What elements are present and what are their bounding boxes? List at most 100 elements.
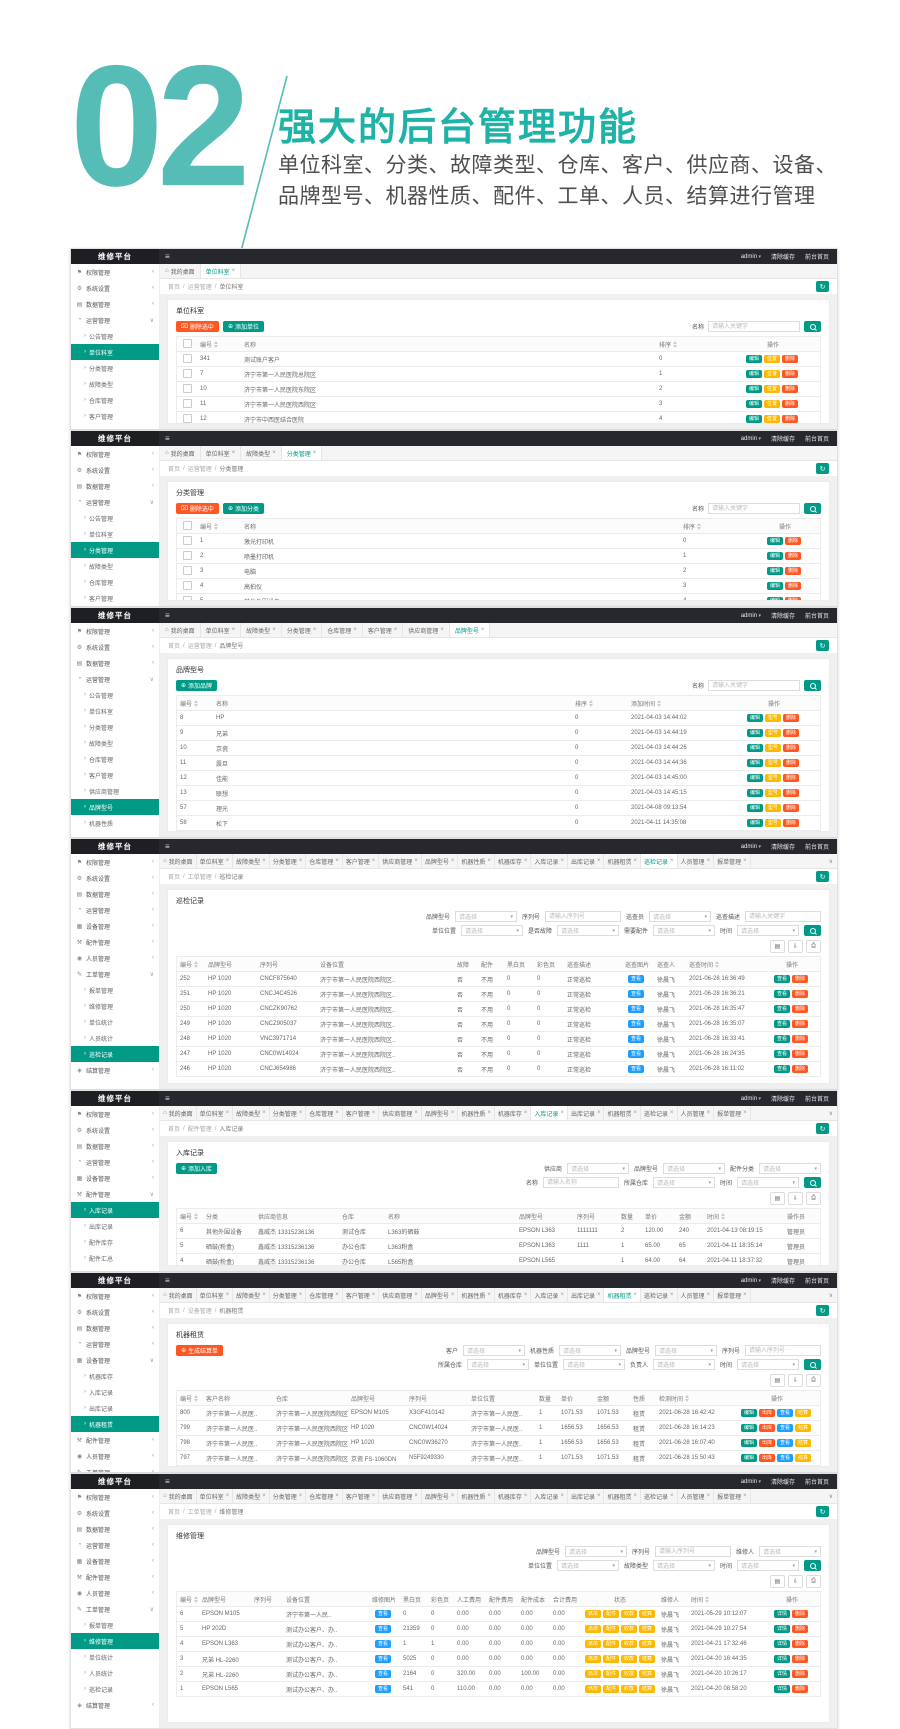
model-button[interactable]: 型号 [764, 819, 781, 827]
refresh-button[interactable]: ↻ [816, 1305, 829, 1316]
edit-button[interactable]: 编辑 [746, 804, 763, 812]
dispatch-button[interactable]: 派单 [585, 1685, 602, 1693]
clear-cache-link[interactable]: 清除缓存 [770, 1480, 795, 1486]
tab-close-icon[interactable]: × [450, 1110, 455, 1116]
tab[interactable]: 机器性质 × [458, 1106, 495, 1120]
tab[interactable]: 单位科室 × [197, 1288, 234, 1302]
row-checkbox[interactable] [182, 565, 192, 575]
edit-button[interactable]: 编辑 [740, 1454, 757, 1462]
select-all-checkbox[interactable] [182, 520, 192, 530]
dispatch-button[interactable]: 派单 [585, 1610, 602, 1618]
edit-button[interactable]: 编辑 [746, 789, 763, 797]
refresh-button[interactable]: ↻ [816, 1506, 829, 1517]
sort-icon[interactable] [194, 1596, 199, 1604]
tab[interactable]: 仓库管理 × [306, 854, 343, 868]
sidebar-item[interactable]: ⚑ 权限管理 ‹ [76, 1494, 154, 1502]
sidebar-item[interactable]: ◔ 运营管理 ‹ [77, 1341, 154, 1349]
breadcrumb-item[interactable]: 工单管理 [187, 1510, 212, 1516]
edit-button[interactable]: 编辑 [766, 552, 783, 560]
tab-close-icon[interactable]: × [523, 1493, 528, 1499]
view-button[interactable]: 查看 [627, 1005, 644, 1013]
sidebar-item[interactable]: ⚑ 权限管理 ‹ [76, 1293, 154, 1301]
sort-icon[interactable] [214, 341, 219, 349]
export-button[interactable]: ⇩ [788, 1192, 803, 1205]
tab[interactable]: 机器库存 × [495, 1106, 532, 1120]
filter-select[interactable]: 请选择 ▾ [737, 1359, 799, 1370]
sort-icon[interactable] [194, 1213, 199, 1221]
view-button[interactable]: 查看 [627, 990, 644, 998]
tab-home[interactable]: ⌂ 我的桌面 [160, 854, 197, 868]
sidebar-item[interactable]: › 公告管理 [84, 692, 114, 700]
location-button[interactable]: 位置 [763, 400, 780, 408]
tab[interactable]: 报单管理 × [714, 1288, 751, 1302]
delete-button[interactable]: 删除 [782, 355, 799, 363]
sort-icon[interactable] [685, 1395, 690, 1403]
tab[interactable]: 供应商管理 × [379, 854, 422, 868]
tab-close-icon[interactable]: × [670, 858, 674, 864]
sidebar-item[interactable]: › 配件库存 [84, 1239, 114, 1247]
table-header-cell[interactable]: 时间 [688, 1592, 764, 1607]
tab[interactable]: 分类管理 × [282, 623, 323, 637]
tab-close-icon[interactable]: × [743, 1493, 747, 1499]
delete-button[interactable]: 删除 [792, 1035, 809, 1043]
sidebar-item[interactable]: ◈ 结算管理 ‹ [77, 1702, 154, 1710]
user-menu[interactable]: admin ▾ [740, 843, 761, 850]
tab[interactable]: 客户管理 × [343, 1288, 380, 1302]
tab-close-icon[interactable]: × [670, 1110, 674, 1116]
sidebar-item[interactable]: › 巡检记录 [84, 1686, 114, 1694]
model-button[interactable]: 型号 [764, 729, 781, 737]
print-button[interactable]: ⎙ [806, 940, 821, 953]
delete-button[interactable]: 删除 [792, 1050, 809, 1058]
tab-close-icon[interactable]: × [262, 1493, 266, 1499]
tab[interactable]: 故障类型 × [241, 623, 282, 637]
delete-button[interactable]: 删除 [783, 819, 800, 827]
edit-button[interactable]: 编辑 [745, 400, 762, 408]
tab[interactable]: 分类管理 × [270, 854, 307, 868]
tab-home[interactable]: ⌂ 我的桌面 [160, 623, 201, 637]
user-menu[interactable]: admin ▾ [740, 612, 761, 619]
refresh-button[interactable]: ↻ [816, 281, 829, 292]
breadcrumb-item[interactable]: 首页 [168, 1510, 181, 1516]
tab-close-icon[interactable]: × [487, 1493, 491, 1499]
row-checkbox[interactable] [182, 535, 192, 545]
user-menu[interactable]: admin ▾ [740, 1478, 761, 1485]
tab-close-icon[interactable]: × [743, 1110, 747, 1116]
clear-cache-link[interactable]: 清除缓存 [770, 845, 795, 851]
tab[interactable]: 品牌型号 × [422, 854, 459, 868]
tab[interactable]: 单位科室 × [201, 623, 242, 637]
breadcrumb-item[interactable]: 配件管理 [187, 1127, 212, 1133]
settle-button[interactable]: 结算 [639, 1640, 656, 1648]
filter-select[interactable]: 请选择 ▾ [648, 911, 711, 922]
tab-active[interactable]: 入库记录 × [531, 1106, 568, 1120]
tab[interactable]: 巡检记录 × [641, 1288, 678, 1302]
dispatch-button[interactable]: 派单 [585, 1655, 602, 1663]
delete-button[interactable]: 删除 [792, 1685, 809, 1693]
delete-button[interactable]: 删除 [792, 1020, 809, 1028]
filter-select[interactable]: 请选择 ▾ [556, 925, 619, 936]
sidebar-item[interactable]: ◉ 人员管理 ‹ [76, 1590, 154, 1598]
tab-close-icon[interactable]: × [523, 1292, 528, 1298]
detail-button[interactable]: 详情 [773, 1685, 790, 1693]
collect-button[interactable]: 收款 [621, 1640, 638, 1648]
view-button[interactable]: 查看 [627, 975, 644, 983]
view-button[interactable]: 查看 [773, 1065, 790, 1073]
refresh-button[interactable]: ↻ [816, 1123, 829, 1134]
edit-button[interactable]: 编辑 [766, 567, 783, 575]
tab-close-icon[interactable]: × [262, 1110, 266, 1116]
sidebar-item[interactable]: ◈ 结算管理 ‹ [77, 1067, 154, 1075]
view-button[interactable]: 查看 [374, 1610, 391, 1618]
sidebar-item[interactable]: ⚙ 系统设置 ‹ [76, 644, 154, 652]
filter-input[interactable] [544, 911, 621, 922]
sort-icon[interactable] [715, 961, 720, 969]
delete-button[interactable]: 删除 [792, 1670, 809, 1678]
sidebar-item[interactable]: › 人员统计 [84, 1035, 114, 1043]
sidebar-item[interactable]: ⚙ 系统设置 ‹ [76, 1309, 154, 1317]
tab-close-icon[interactable]: × [335, 1493, 339, 1499]
delete-button[interactable]: 删除 [792, 975, 809, 983]
collect-button[interactable]: 收款 [621, 1610, 638, 1618]
view-button[interactable]: 查看 [773, 1035, 790, 1043]
sidebar-item[interactable]: ✎工单管理‹ [71, 1464, 159, 1472]
model-button[interactable]: 型号 [764, 714, 781, 722]
front-page-link[interactable]: 前台首页 [804, 437, 829, 443]
collect-button[interactable]: 收款 [621, 1670, 638, 1678]
